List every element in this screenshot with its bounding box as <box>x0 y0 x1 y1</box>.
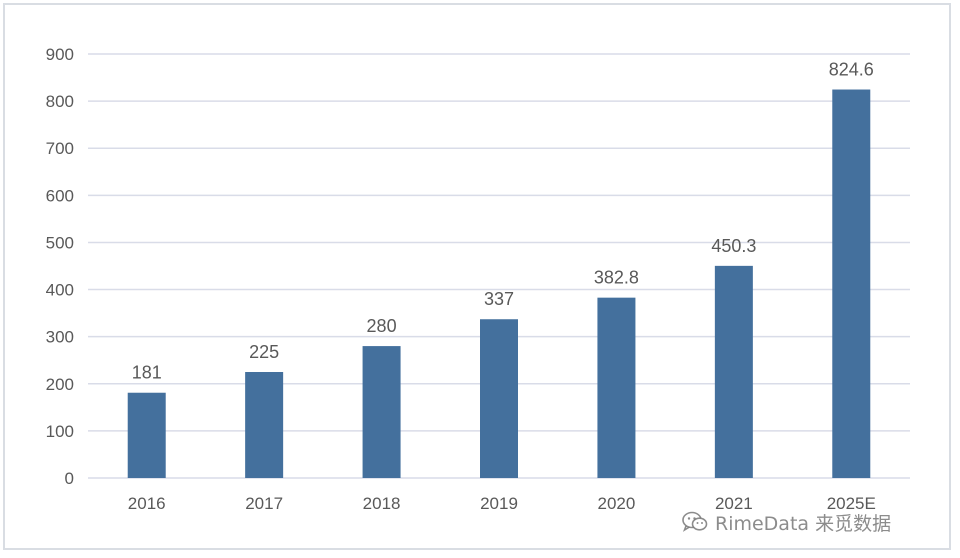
y-tick-label: 800 <box>46 92 74 111</box>
data-label: 337 <box>484 289 514 309</box>
bar <box>245 372 284 478</box>
gridlines <box>88 53 910 479</box>
y-tick-label: 900 <box>46 45 74 64</box>
y-tick-label: 400 <box>46 281 74 300</box>
y-tick-label: 300 <box>46 328 74 347</box>
y-tick-label: 500 <box>46 233 74 252</box>
bar-chart: 0 100 200 300 400 500 600 700 800 900 181 225 280 33… <box>46 45 910 513</box>
data-labels: 181 225 280 337 382.8 450.3 824.6 <box>132 60 874 383</box>
data-label: 450.3 <box>711 236 756 256</box>
bar <box>832 89 871 478</box>
bar <box>127 392 166 478</box>
y-tick-label: 100 <box>46 422 74 441</box>
data-label: 824.6 <box>829 60 874 80</box>
x-axis-ticks: 2016 2017 2018 2019 2020 2021 2025E <box>128 494 876 513</box>
bar <box>480 319 518 478</box>
watermark: RimeData 来觅数据 <box>681 508 891 536</box>
y-tick-label: 600 <box>46 186 74 205</box>
x-tick-label: 2020 <box>598 494 636 513</box>
data-label: 280 <box>367 316 397 336</box>
watermark-text: RimeData 来觅数据 <box>715 512 892 535</box>
y-tick-label: 200 <box>46 375 74 394</box>
x-tick-label: 2017 <box>245 494 283 513</box>
x-tick-label: 2019 <box>480 494 518 513</box>
chart-frame: 0 100 200 300 400 500 600 700 800 900 181 225 280 33… <box>3 3 951 550</box>
data-label: 181 <box>132 363 162 383</box>
bar <box>597 297 636 478</box>
bar <box>362 346 401 478</box>
y-axis-ticks: 0 100 200 300 400 500 600 700 800 900 <box>46 45 74 488</box>
data-label: 225 <box>249 342 279 362</box>
x-tick-label: 2025E <box>827 494 876 513</box>
wechat-icon <box>682 511 708 532</box>
bar <box>714 265 753 478</box>
x-tick-label: 2021 <box>715 494 753 513</box>
x-tick-label: 2016 <box>128 494 166 513</box>
x-tick-label: 2018 <box>363 494 401 513</box>
y-tick-label: 0 <box>65 469 74 488</box>
data-label: 382.8 <box>594 268 639 288</box>
y-tick-label: 700 <box>46 139 74 158</box>
bars <box>127 89 871 478</box>
